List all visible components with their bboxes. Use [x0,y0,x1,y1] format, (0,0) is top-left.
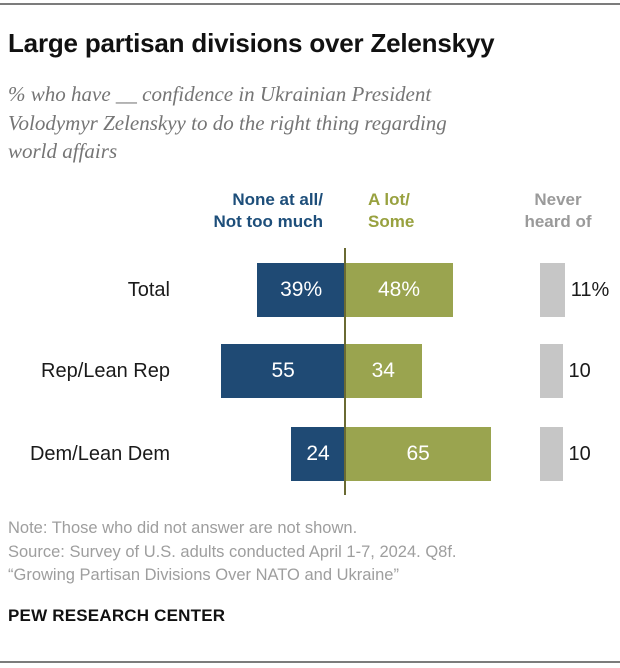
chart-subtitle: % who have __ confidence in Ukrainian Pr… [8,80,608,166]
report-title-line: “Growing Partisan Divisions Over NATO an… [8,566,399,584]
bar-never-heard-of [540,263,565,317]
column-header-none-not-too-much: None at all/ Not too much [140,189,323,233]
never-heard-of-value-label: 10 [568,360,591,382]
bar-none-not-too-much: 24 [291,427,345,481]
row-label: Rep/Lean Rep [41,360,170,382]
never-heard-of-value-label: 11% [570,279,610,301]
note-line: Note: Those who did not answer are not s… [8,519,358,537]
pivot-axis-line [344,248,346,495]
column-header-alot-line-2: Some [368,212,415,231]
bottom-divider [0,661,620,663]
bar-value-label: 65 [406,442,430,465]
row-label: Dem/Lean Dem [29,443,170,465]
bar-value-label: 39% [280,278,323,301]
top-divider [0,3,620,5]
source-line: Source: Survey of U.S. adults conducted … [8,542,457,561]
bar-alot-some: 48% [345,263,453,317]
pew-research-center-brand: PEW RESEARCH CENTER [8,606,226,625]
bar-alot-some: 65 [345,427,492,481]
bar-value-label: 48% [377,278,421,301]
chart-title: Large partisan divisions over Zelenskyy [8,28,495,58]
subtitle-line-3: world affairs [8,139,118,163]
subtitle-line-1: % who have __ confidence in Ukrainian Pr… [8,82,432,106]
column-header-never-line-2: heard of [524,212,592,231]
bar-value-label: 55 [271,359,295,382]
column-header-alot-line-1: A lot/ [368,190,410,209]
bar-never-heard-of [540,427,563,481]
chart-notes: Note: Those who did not answer are not s… [8,517,608,588]
column-header-none-line-1: None at all/ [232,190,323,209]
bar-value-label: 34 [371,359,395,382]
bar-none-not-too-much: 39% [257,263,345,317]
row-label: Total [127,279,170,301]
never-heard-of-value-label: 10 [568,443,591,465]
column-header-none-line-2: Not too much [213,212,323,231]
bar-none-not-too-much: 55 [221,344,345,398]
column-header-never-line-1: Never [534,190,582,209]
bar-never-heard-of [540,344,563,398]
bar-value-label: 24 [306,442,330,465]
subtitle-line-2: Volodymyr Zelenskyy to do the right thin… [8,110,447,135]
column-header-alot-some: A lot/ Some [368,189,498,233]
bar-alot-some: 34 [345,344,422,398]
column-header-never-heard-of: Never heard of [500,189,616,233]
